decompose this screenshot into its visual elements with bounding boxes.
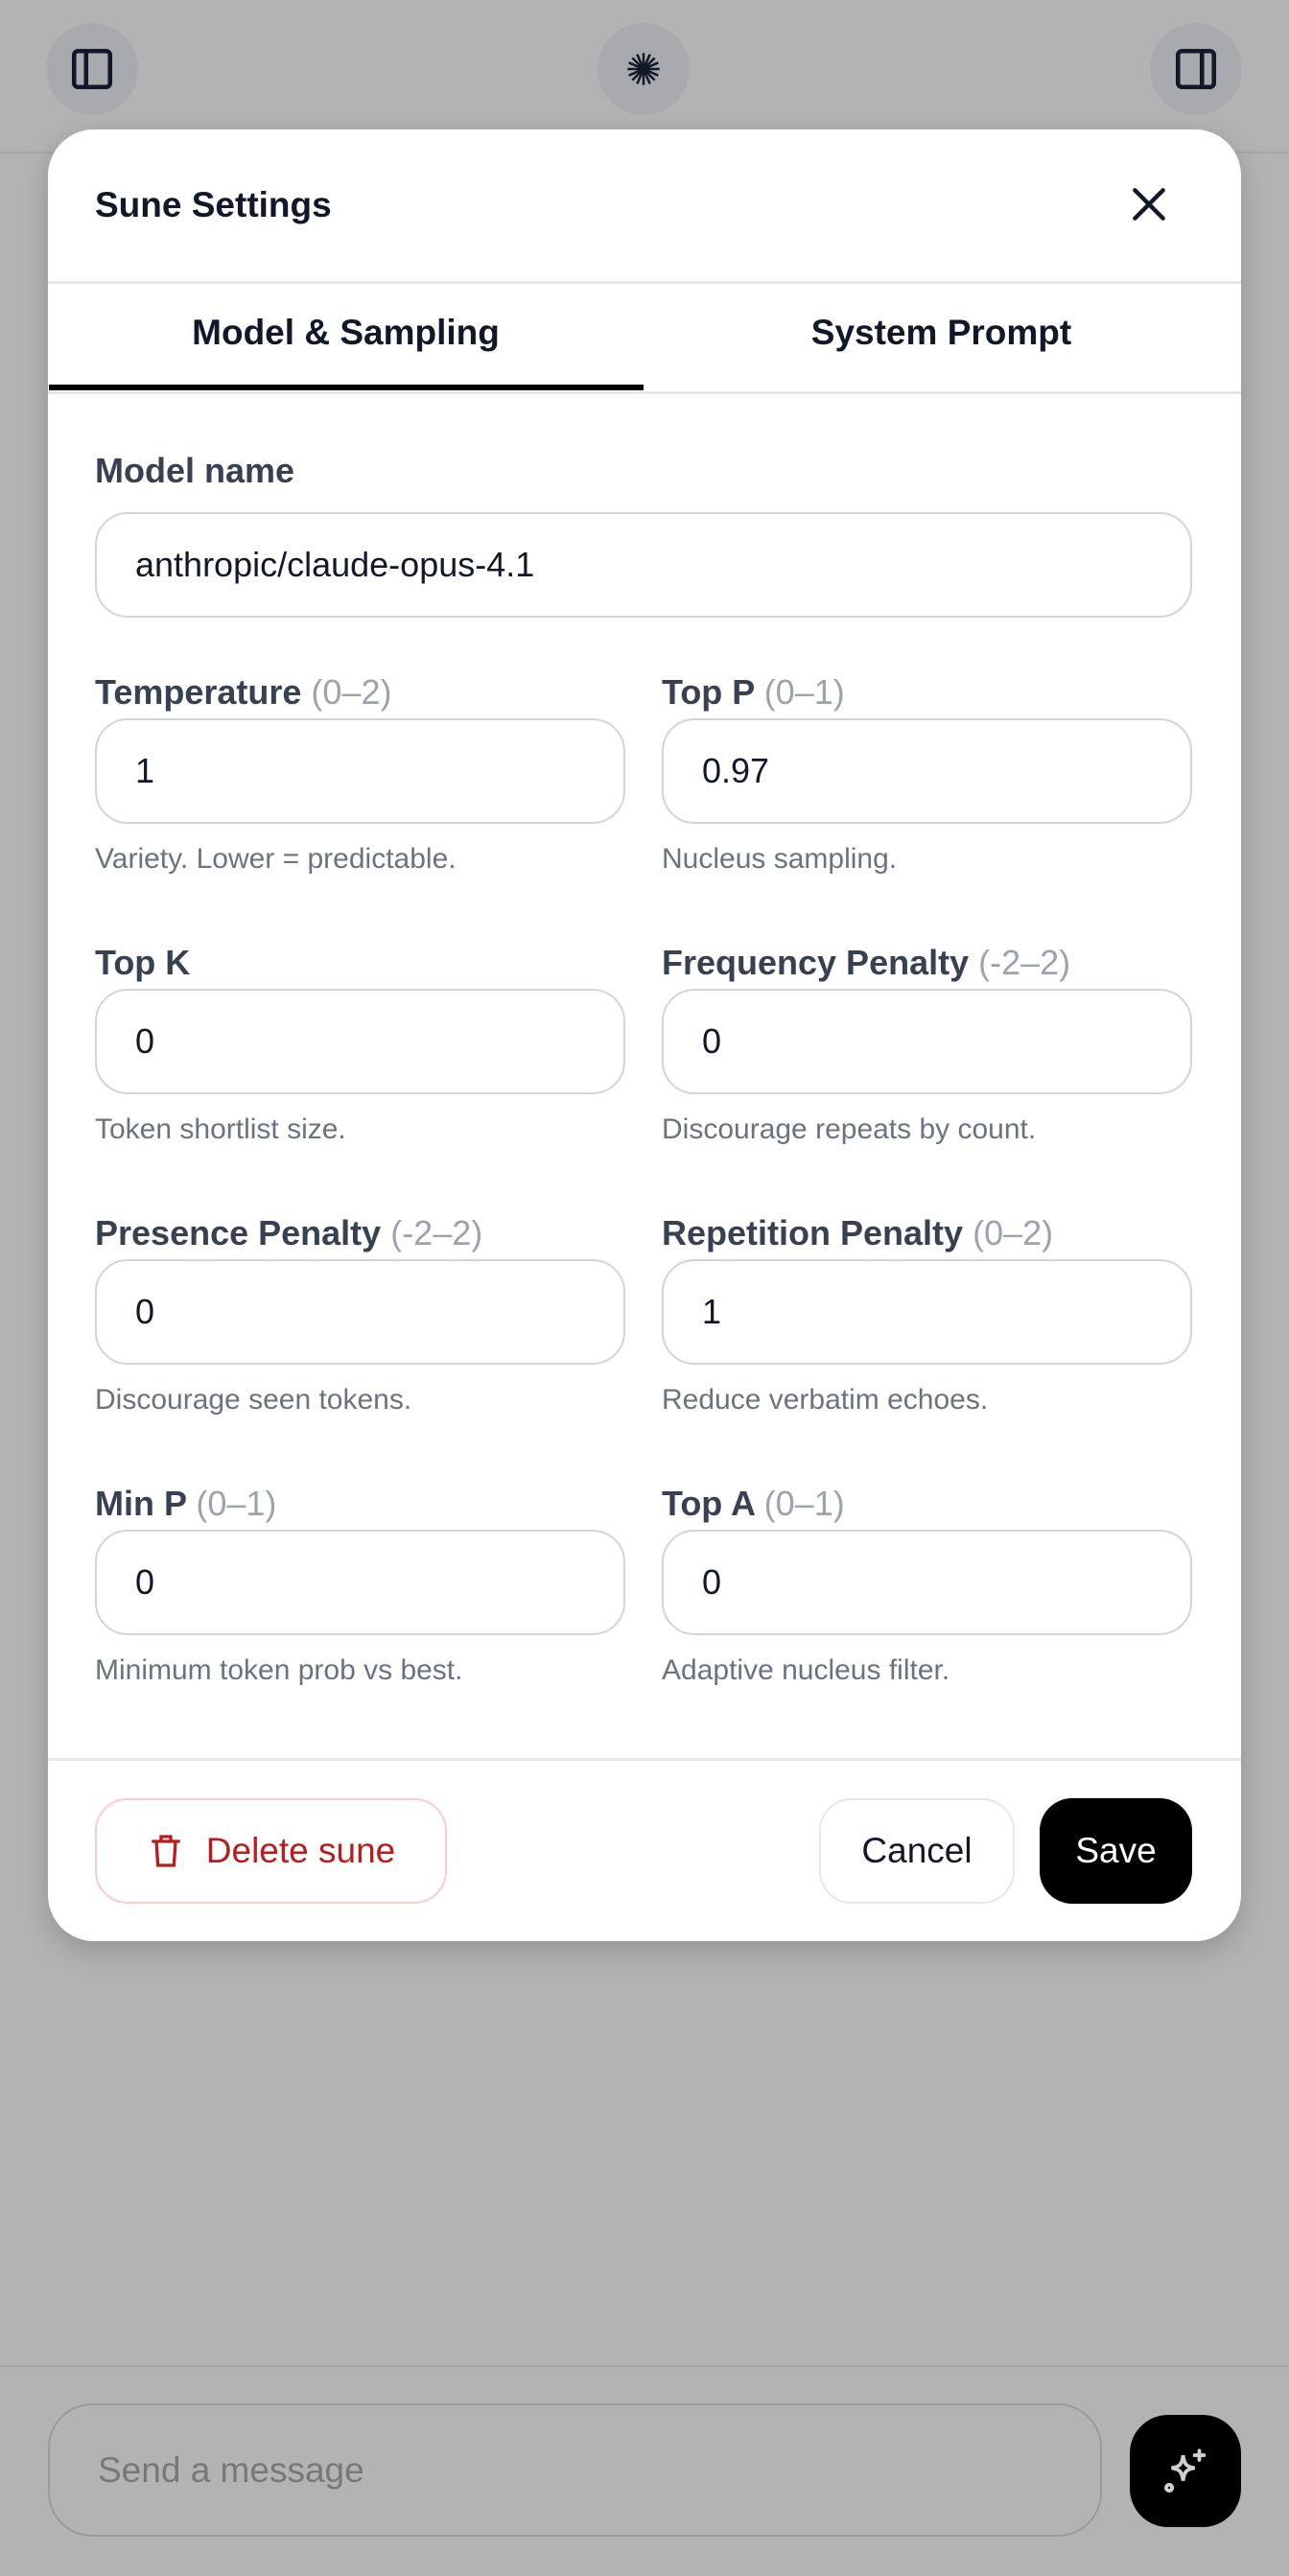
field-label: Top K <box>95 943 190 983</box>
delete-label: Delete sune <box>205 1831 396 1870</box>
field-help: Variety. Lower = predictable. <box>95 843 457 875</box>
field-input[interactable]: 0.97 <box>662 718 1192 824</box>
field-input[interactable]: 1 <box>95 718 625 824</box>
field-help: Token shortlist size. <box>95 1113 346 1145</box>
dialog-title: Sune Settings <box>95 185 332 224</box>
field-label-text: Frequency Penalty <box>662 943 970 982</box>
field-range: (0–1) <box>763 1484 845 1523</box>
field-label: Top A (0–1) <box>662 1484 845 1524</box>
field-label: Frequency Penalty (-2–2) <box>662 943 1070 983</box>
field-help: Minimum token prob vs best. <box>95 1654 463 1686</box>
field-label: Temperature (0–2) <box>95 672 391 713</box>
field-range: (-2–2) <box>390 1213 483 1253</box>
toggle-right-sidebar-button[interactable] <box>1150 23 1242 115</box>
field-help: Reduce verbatim echoes. <box>662 1384 989 1416</box>
field-label: Min P (0–1) <box>95 1484 276 1524</box>
field-help: Discourage seen tokens. <box>95 1384 412 1416</box>
field-range: (0–2) <box>311 672 392 712</box>
divider <box>48 391 1241 394</box>
tab-system-prompt[interactable]: System Prompt <box>810 313 1072 352</box>
save-button[interactable]: Save <box>1040 1798 1192 1904</box>
field-label: Presence Penalty (-2–2) <box>95 1213 482 1253</box>
tab-model-sampling[interactable]: Model & Sampling <box>192 313 500 352</box>
message-input[interactable]: Send a message <box>48 2403 1102 2537</box>
field-help: Nucleus sampling. <box>662 843 898 875</box>
field-range: (0–2) <box>973 1213 1054 1253</box>
field-help: Discourage repeats by count. <box>662 1113 1037 1145</box>
model-name-label: Model name <box>95 451 295 490</box>
delete-sune-button[interactable]: Delete sune <box>95 1798 447 1904</box>
sparkle-burst-icon <box>627 53 660 85</box>
field-input[interactable]: 0 <box>95 989 625 1094</box>
field-input[interactable]: 0 <box>95 1259 625 1365</box>
sidebar-right-icon <box>1175 48 1217 90</box>
cancel-button[interactable]: Cancel <box>819 1798 1015 1904</box>
field-label: Repetition Penalty (0–2) <box>662 1213 1053 1253</box>
sidebar-left-icon <box>71 48 113 90</box>
divider <box>48 281 1241 284</box>
field-input[interactable]: 1 <box>662 1259 1192 1365</box>
sparkles-icon <box>1164 2447 1207 2493</box>
field-input[interactable]: 0 <box>95 1530 625 1635</box>
footer-divider <box>48 1758 1241 1761</box>
field-range: (-2–2) <box>978 943 1071 982</box>
field-range: (0–1) <box>196 1484 277 1523</box>
sune-logo-button[interactable] <box>598 23 690 115</box>
composer-divider <box>0 2365 1289 2367</box>
field-label-text: Repetition Penalty <box>662 1213 964 1253</box>
field-label: Top P (0–1) <box>662 672 845 713</box>
field-input[interactable]: 0 <box>662 1530 1192 1635</box>
trash-icon <box>151 1835 180 1867</box>
field-label-text: Top P <box>662 672 755 712</box>
field-help: Adaptive nucleus filter. <box>662 1654 950 1686</box>
field-label-text: Presence Penalty <box>95 1213 382 1253</box>
close-icon[interactable] <box>1128 183 1170 225</box>
send-button[interactable] <box>1130 2415 1241 2527</box>
field-label-text: Top K <box>95 943 191 982</box>
model-name-input[interactable]: anthropic/claude-opus-4.1 <box>95 512 1192 618</box>
active-tab-indicator <box>49 385 644 390</box>
field-range: (0–1) <box>763 672 845 712</box>
field-label-text: Top A <box>662 1484 755 1523</box>
field-label-text: Min P <box>95 1484 187 1523</box>
field-label-text: Temperature <box>95 672 302 712</box>
field-input[interactable]: 0 <box>662 989 1192 1094</box>
sune-settings-dialog: Sune Settings Model & Sampling System Pr… <box>48 129 1241 1941</box>
toggle-left-sidebar-button[interactable] <box>46 23 138 115</box>
